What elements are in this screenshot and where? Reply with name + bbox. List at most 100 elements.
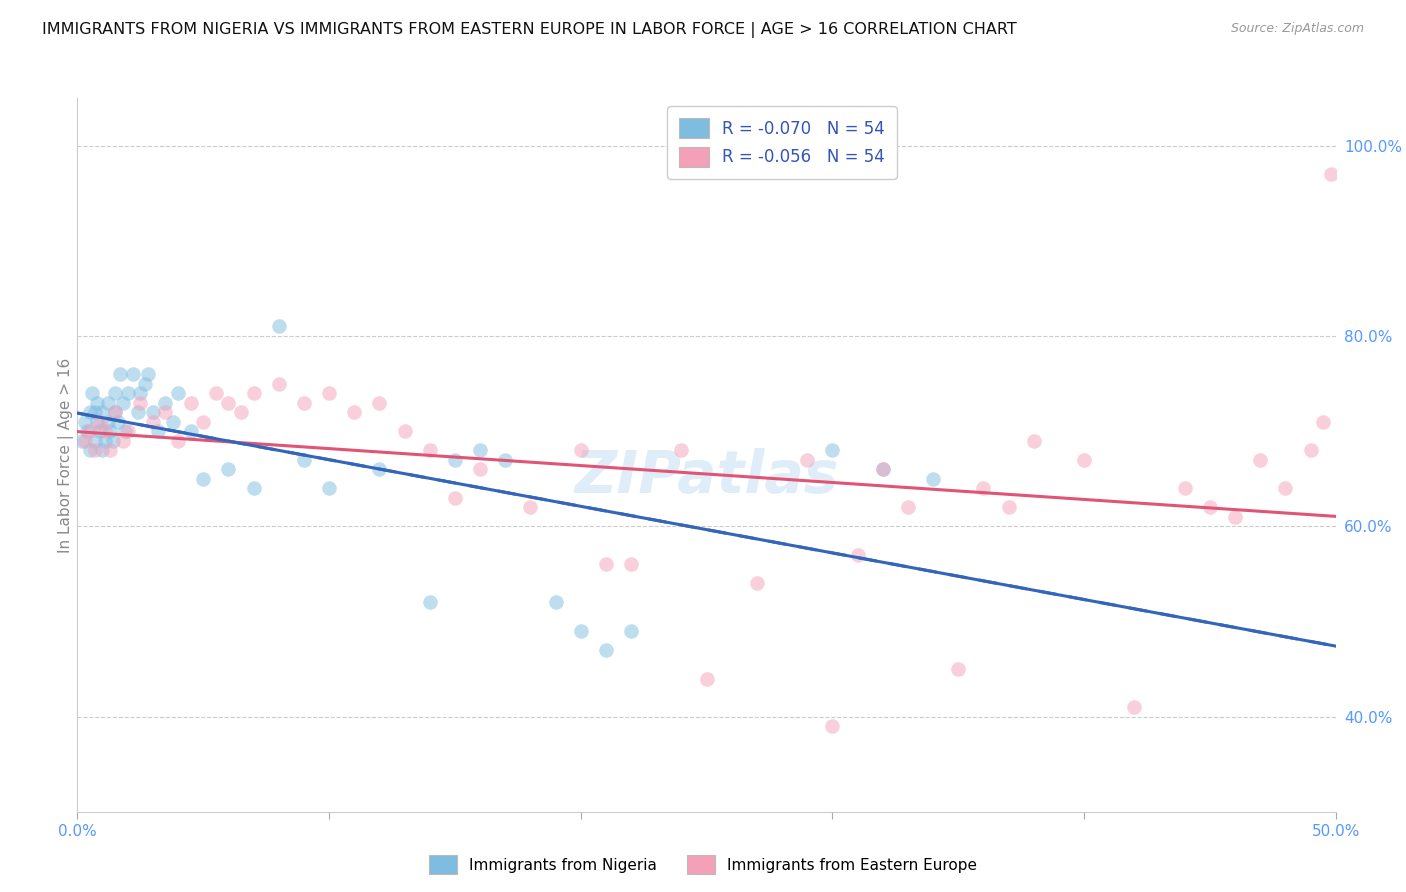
Point	[796, 452, 818, 467]
Point	[167, 386, 190, 401]
Point	[595, 558, 617, 572]
Point	[136, 367, 159, 381]
Point	[1123, 700, 1146, 714]
Point	[318, 386, 340, 401]
Point	[671, 443, 693, 458]
Point	[191, 415, 215, 429]
Point	[696, 672, 718, 686]
Point	[96, 415, 118, 429]
Point	[229, 405, 252, 419]
Point	[98, 443, 121, 458]
Point	[267, 319, 290, 334]
Point	[494, 452, 516, 467]
Point	[519, 500, 541, 515]
Point	[94, 424, 117, 438]
Point	[98, 424, 121, 438]
Point	[318, 481, 340, 495]
Point	[180, 395, 202, 409]
Point	[94, 434, 117, 448]
Point	[72, 434, 94, 448]
Point	[73, 415, 96, 429]
Point	[82, 386, 104, 401]
Point	[142, 415, 165, 429]
Point	[76, 424, 98, 438]
Point	[89, 415, 111, 429]
Point	[117, 424, 139, 438]
Point	[86, 395, 108, 409]
Point	[292, 395, 315, 409]
Point	[217, 462, 239, 476]
Point	[146, 424, 169, 438]
Point	[127, 405, 149, 419]
Point	[111, 395, 134, 409]
Point	[343, 405, 366, 419]
Point	[107, 415, 129, 429]
Legend: Immigrants from Nigeria, Immigrants from Eastern Europe: Immigrants from Nigeria, Immigrants from…	[423, 849, 983, 880]
Point	[468, 443, 491, 458]
Point	[242, 481, 264, 495]
Point	[79, 424, 101, 438]
Y-axis label: In Labor Force | Age > 16: In Labor Force | Age > 16	[58, 358, 75, 552]
Point	[368, 462, 391, 476]
Point	[84, 405, 107, 419]
Legend: R = -0.070   N = 54, R = -0.056   N = 54: R = -0.070 N = 54, R = -0.056 N = 54	[668, 106, 897, 178]
Point	[419, 443, 441, 458]
Point	[468, 462, 491, 476]
Text: IMMIGRANTS FROM NIGERIA VS IMMIGRANTS FROM EASTERN EUROPE IN LABOR FORCE | AGE >: IMMIGRANTS FROM NIGERIA VS IMMIGRANTS FR…	[42, 22, 1017, 38]
Point	[1199, 500, 1222, 515]
Point	[444, 491, 467, 505]
Point	[821, 719, 844, 733]
Point	[104, 386, 127, 401]
Point	[872, 462, 894, 476]
Text: ZIPatlas: ZIPatlas	[574, 448, 839, 505]
Point	[846, 548, 869, 562]
Point	[104, 405, 127, 419]
Point	[394, 424, 416, 438]
Point	[897, 500, 920, 515]
Point	[129, 386, 152, 401]
Point	[79, 443, 101, 458]
Point	[544, 595, 567, 609]
Point	[1022, 434, 1045, 448]
Point	[569, 443, 592, 458]
Point	[167, 434, 190, 448]
Point	[104, 405, 127, 419]
Point	[1249, 452, 1271, 467]
Point	[267, 376, 290, 391]
Point	[142, 405, 165, 419]
Point	[1299, 443, 1322, 458]
Point	[73, 434, 96, 448]
Point	[155, 405, 177, 419]
Point	[191, 472, 215, 486]
Point	[972, 481, 994, 495]
Point	[595, 643, 617, 657]
Point	[101, 434, 124, 448]
Point	[217, 395, 239, 409]
Point	[821, 443, 844, 458]
Point	[1223, 509, 1246, 524]
Point	[1312, 415, 1334, 429]
Text: Source: ZipAtlas.com: Source: ZipAtlas.com	[1230, 22, 1364, 36]
Point	[368, 395, 391, 409]
Point	[111, 434, 134, 448]
Point	[114, 424, 136, 438]
Point	[620, 558, 643, 572]
Point	[162, 415, 184, 429]
Point	[117, 386, 139, 401]
Point	[569, 624, 592, 638]
Point	[1073, 452, 1095, 467]
Point	[1274, 481, 1296, 495]
Point	[79, 405, 101, 419]
Point	[155, 395, 177, 409]
Point	[444, 452, 467, 467]
Point	[1319, 167, 1341, 181]
Point	[620, 624, 643, 638]
Point	[96, 395, 118, 409]
Point	[180, 424, 202, 438]
Point	[745, 576, 768, 591]
Point	[91, 405, 114, 419]
Point	[204, 386, 226, 401]
Point	[129, 395, 152, 409]
Point	[242, 386, 264, 401]
Point	[922, 472, 945, 486]
